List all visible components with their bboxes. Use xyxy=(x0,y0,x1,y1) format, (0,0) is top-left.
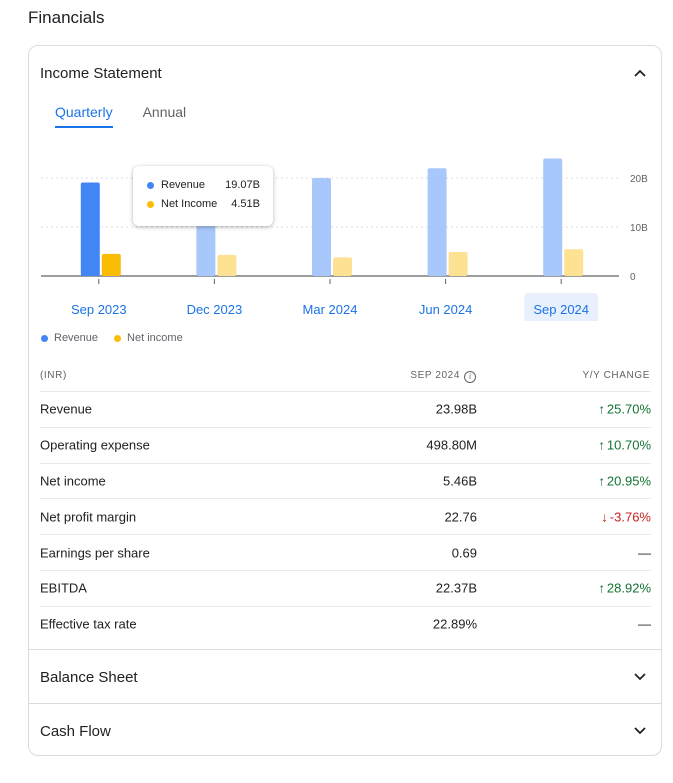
page-title: Financials xyxy=(28,8,105,27)
table-row: Earnings per share 0.69 — xyxy=(40,534,651,570)
table-header: (INR) SEP 2024 i Y/Y CHANGE xyxy=(29,370,661,390)
row-change-value: 10.70% xyxy=(606,437,651,453)
x-tick-label[interactable]: Jun 2024 xyxy=(419,302,473,317)
balance-sheet-header[interactable]: Balance Sheet xyxy=(29,650,661,704)
arrow-up-icon: ↑ xyxy=(598,473,605,489)
chevron-up-icon xyxy=(633,66,647,80)
revenue-bar xyxy=(312,178,331,276)
row-value: 0.69 xyxy=(451,545,477,561)
net-income-bar xyxy=(101,253,121,276)
row-value: 498.80M xyxy=(426,437,477,453)
arrow-down-icon: ↓ xyxy=(601,509,608,525)
y-tick-label: 20B xyxy=(630,174,648,185)
row-change-value: 28.92% xyxy=(606,580,651,596)
row-value: 23.98B xyxy=(435,401,477,417)
tooltip-net-income-label: Net Income xyxy=(161,198,218,210)
chevron-down-icon xyxy=(633,724,647,738)
income-statement-title: Income Statement xyxy=(40,64,162,82)
income-statement-header[interactable]: Income Statement xyxy=(29,46,661,100)
table-row: Operating expense 498.80M ↑ 10.70% xyxy=(40,426,651,463)
period-column-label: SEP 2024 xyxy=(410,370,460,381)
row-change: ↑ 25.70% xyxy=(598,402,651,417)
chevron-down-icon xyxy=(633,670,647,684)
row-value: 5.46B xyxy=(443,473,477,489)
row-value: 22.89% xyxy=(432,616,477,632)
table-row: Net profit margin 22.76 ↓ -3.76% xyxy=(40,498,651,534)
row-change-value: — xyxy=(638,545,651,561)
net-income-bar xyxy=(333,257,352,276)
revenue-bar xyxy=(543,158,563,276)
row-change: — xyxy=(638,617,651,632)
cash-flow-header[interactable]: Cash Flow xyxy=(29,704,661,755)
arrow-up-icon: ↑ xyxy=(598,437,605,453)
row-value: 22.76 xyxy=(444,509,477,525)
table-row: Net income 5.46B ↑ 20.95% xyxy=(40,462,651,499)
row-change: ↓ -3.76% xyxy=(601,509,651,524)
row-label: Net profit margin xyxy=(40,509,137,525)
row-change: — xyxy=(638,545,651,560)
tooltip-revenue-label: Revenue xyxy=(161,179,206,191)
table-row: EBITDA 22.37B ↑ 28.92% xyxy=(40,569,651,606)
legend-net-income-label: Net income xyxy=(127,332,183,344)
legend-net-income: Net income xyxy=(114,332,183,344)
row-change-value: -3.76% xyxy=(609,509,651,525)
revenue-dot-icon xyxy=(147,181,154,189)
row-change: ↑ 20.95% xyxy=(598,473,651,488)
chart-tooltip: Revenue 19.07B Net Income 4.51B xyxy=(133,166,273,226)
row-label: Net income xyxy=(40,473,106,489)
tooltip-net-income-value: 4.51B xyxy=(231,198,260,210)
info-icon[interactable]: i xyxy=(464,371,476,383)
cash-flow-title: Cash Flow xyxy=(40,722,111,740)
revenue-bar xyxy=(427,168,447,276)
net-income-bar xyxy=(217,254,237,276)
legend-net-income-dot-icon xyxy=(114,334,122,342)
row-value: 22.37B xyxy=(435,580,477,596)
tab-quarterly[interactable]: Quarterly xyxy=(55,104,113,128)
x-tick-label[interactable]: Sep 2024 xyxy=(533,302,589,317)
row-label: Effective tax rate xyxy=(40,616,137,632)
row-change: ↑ 10.70% xyxy=(598,438,651,453)
y-tick-label: 0 xyxy=(630,272,636,283)
revenue-bar xyxy=(80,182,100,276)
change-column-header: Y/Y CHANGE xyxy=(582,370,650,381)
chart-legend: Revenue Net income xyxy=(41,332,183,344)
row-label: Earnings per share xyxy=(40,545,150,561)
legend-revenue-label: Revenue xyxy=(54,332,99,344)
x-tick-label[interactable]: Sep 2023 xyxy=(71,302,127,317)
tooltip-revenue-value: 19.07B xyxy=(225,179,260,191)
y-tick-label: 10B xyxy=(630,223,648,234)
row-label: Operating expense xyxy=(40,437,150,453)
row-change: ↑ 28.92% xyxy=(598,581,651,596)
legend-revenue-dot-icon xyxy=(41,334,48,342)
period-column-header: SEP 2024 i xyxy=(410,370,476,383)
tab-annual[interactable]: Annual xyxy=(142,104,187,120)
arrow-up-icon: ↑ xyxy=(598,580,605,596)
financials-card: Income Statement Quarterly Annual 0 10B 20… xyxy=(28,45,662,756)
row-change-value: 25.70% xyxy=(606,401,651,417)
row-label: Revenue xyxy=(40,401,93,417)
legend-revenue: Revenue xyxy=(41,332,98,344)
balance-sheet-title: Balance Sheet xyxy=(40,668,138,686)
net-income-bar xyxy=(448,251,468,276)
x-tick-label[interactable]: Dec 2023 xyxy=(187,302,243,317)
row-change-value: — xyxy=(638,616,651,632)
currency-label: (INR) xyxy=(40,370,67,381)
section-divider xyxy=(29,703,661,704)
net-income-bar xyxy=(564,249,584,276)
row-label: EBITDA xyxy=(40,580,87,596)
arrow-up-icon: ↑ xyxy=(598,401,605,417)
section-divider xyxy=(29,649,661,650)
income-table: Revenue 23.98B ↑ 25.70% Operating expense 498… xyxy=(40,391,651,642)
table-row: Revenue 23.98B ↑ 25.70% xyxy=(40,391,651,427)
period-tabs: Quarterly Annual xyxy=(55,104,186,128)
selected-period-highlight xyxy=(524,293,599,321)
x-tick-label[interactable]: Mar 2024 xyxy=(303,302,358,317)
row-change-value: 20.95% xyxy=(606,473,651,489)
table-row: Effective tax rate 22.89% — xyxy=(40,605,651,642)
net-income-dot-icon xyxy=(147,200,154,208)
income-chart: 0 10B 20B Sep 2023 Dec 2023 Mar 2024 Jun 2024 S… xyxy=(41,158,648,321)
